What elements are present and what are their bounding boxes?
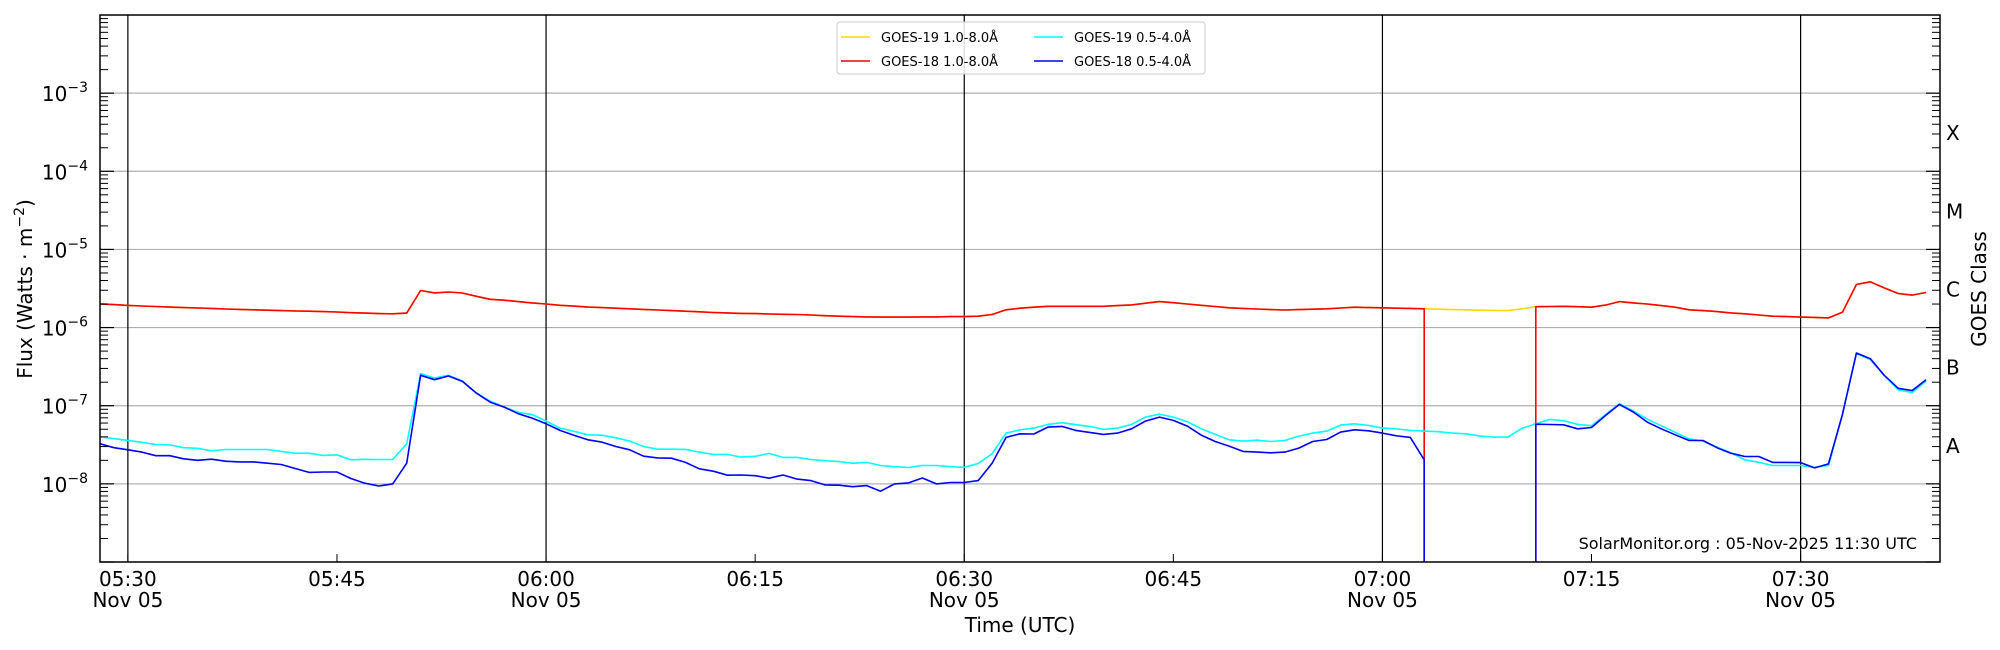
x-tick-date: Nov 05 xyxy=(511,588,582,612)
y-tick-label: 10−6 xyxy=(42,315,88,341)
x-tick-label: 06:45 xyxy=(1145,567,1203,591)
x-tick-label: 07:15 xyxy=(1563,567,1621,591)
right-axis-label: GOES Class xyxy=(1967,231,1991,347)
goes-class-label: C xyxy=(1946,278,1960,302)
goes-class-label: B xyxy=(1946,356,1960,380)
x-tick-label: 05:45 xyxy=(308,567,366,591)
x-tick-label: 06:30 xyxy=(935,567,993,591)
series-lines xyxy=(100,280,1927,562)
goes-class-label: A xyxy=(1946,434,1960,458)
x-tick-label: 06:15 xyxy=(726,567,784,591)
y-tick-label: 10−8 xyxy=(42,471,88,497)
legend-label-goes19-short: GOES-19 0.5-4.0Å xyxy=(1074,30,1191,46)
axis-ticks xyxy=(100,18,1940,563)
legend-label-goes19-long: GOES-19 1.0-8.0Å xyxy=(881,30,998,46)
x-tick-date: Nov 05 xyxy=(92,588,163,612)
x-tick-date: Nov 05 xyxy=(1347,588,1418,612)
legend: GOES-19 1.0-8.0Å GOES-18 1.0-8.0Å GOES-1… xyxy=(836,21,1206,75)
legend-box xyxy=(836,21,1206,75)
goes-class-labels: X M C B A xyxy=(1946,121,1963,458)
x-tick-label: 07:00 xyxy=(1354,567,1412,591)
x-tick-date: Nov 05 xyxy=(1765,588,1836,612)
legend-label-goes18-short: GOES-18 0.5-4.0Å xyxy=(1074,54,1191,70)
x-tick-label: 06:00 xyxy=(517,567,575,591)
source-annotation: SolarMonitor.org : 05-Nov-2025 11:30 UTC xyxy=(1579,534,1917,553)
y-tick-label: 10−5 xyxy=(42,236,88,262)
series-line-1 xyxy=(100,280,1927,562)
goes-class-label: M xyxy=(1946,199,1963,223)
legend-label-goes18-long: GOES-18 1.0-8.0Å xyxy=(881,54,998,70)
x-tick-label: 07:30 xyxy=(1772,567,1830,591)
grid-lines xyxy=(100,92,1940,485)
x-axis-label: Time (UTC) xyxy=(964,613,1076,637)
y-tick-label: 10−4 xyxy=(42,158,88,184)
x-tick-label: 05:30 xyxy=(99,567,157,591)
plot-background xyxy=(100,15,1940,562)
x-tick-date: Nov 05 xyxy=(929,588,1000,612)
y-axis-label: Flux (Watts · m−2) xyxy=(12,199,37,379)
goes-class-label: X xyxy=(1946,121,1960,145)
y-tick-labels: 10−8 10−7 10−6 10−5 10−4 10−3 xyxy=(42,80,88,497)
series-line-3 xyxy=(100,352,1927,562)
plot-frame xyxy=(99,14,1941,563)
y-tick-label: 10−3 xyxy=(42,80,88,106)
day-marker-lines xyxy=(127,15,1802,562)
y-tick-label: 10−7 xyxy=(42,393,88,419)
